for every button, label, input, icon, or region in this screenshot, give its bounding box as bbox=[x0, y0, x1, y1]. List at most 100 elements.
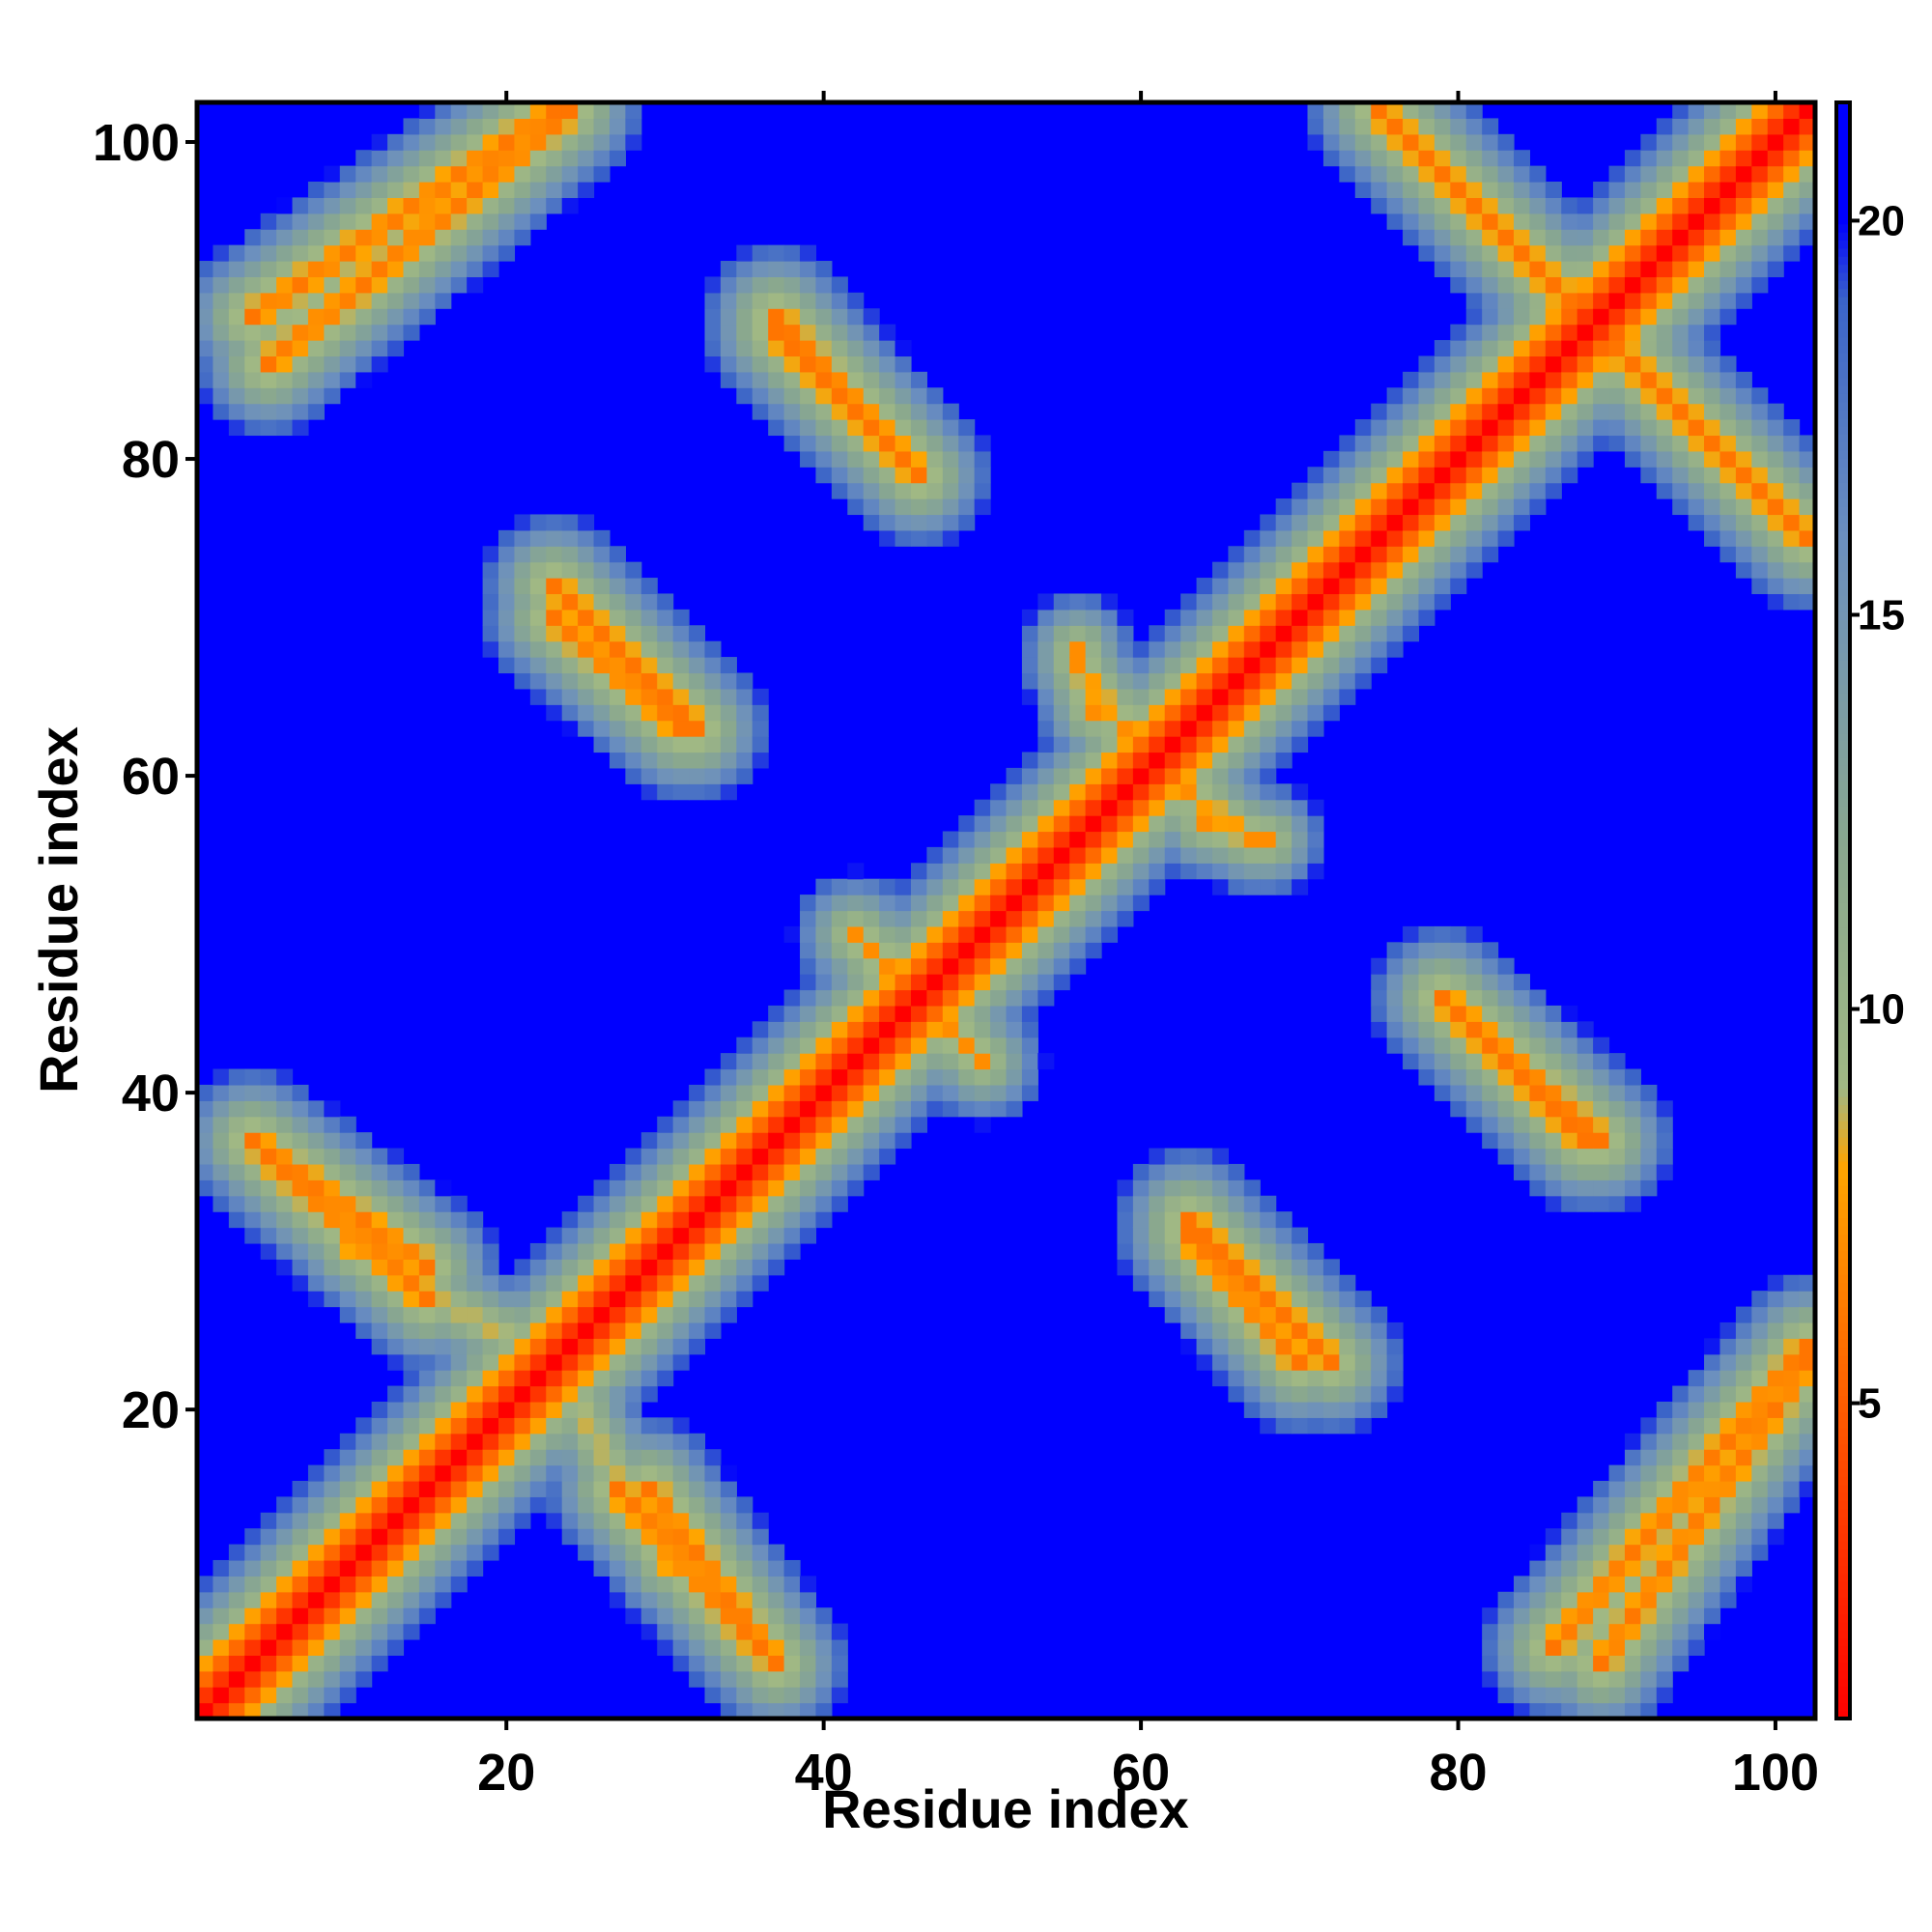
heatmap-cell bbox=[339, 1687, 356, 1704]
heatmap-cell bbox=[418, 1338, 436, 1355]
heatmap-cell bbox=[324, 1227, 341, 1244]
heatmap-cell bbox=[1101, 863, 1119, 880]
heatmap-cell bbox=[1180, 783, 1198, 801]
heatmap-cell bbox=[1529, 435, 1547, 452]
heatmap-cell bbox=[720, 292, 737, 309]
heatmap-cell bbox=[752, 371, 769, 388]
heatmap-cell bbox=[1434, 925, 1451, 943]
heatmap-cell bbox=[1196, 1353, 1213, 1371]
heatmap-cell bbox=[815, 467, 833, 484]
heatmap-cell bbox=[657, 1544, 674, 1561]
heatmap-cell bbox=[1593, 1179, 1610, 1197]
heatmap-cell bbox=[1307, 514, 1324, 531]
heatmap-cell bbox=[244, 1148, 262, 1165]
heatmap-cell bbox=[403, 324, 420, 341]
heatmap-cell bbox=[1101, 593, 1119, 611]
heatmap-cell bbox=[1751, 529, 1769, 547]
heatmap-cell bbox=[339, 165, 356, 183]
heatmap-cell bbox=[1561, 435, 1578, 452]
heatmap-cell bbox=[1403, 625, 1420, 642]
heatmap-cell bbox=[197, 340, 214, 357]
heatmap-cell bbox=[1529, 229, 1547, 246]
heatmap-cell bbox=[546, 1338, 563, 1355]
colorbar-segment bbox=[1836, 1290, 1850, 1299]
heatmap-cell bbox=[467, 1385, 484, 1403]
heatmap-cell bbox=[307, 1274, 325, 1292]
heatmap-cell bbox=[339, 1163, 356, 1180]
heatmap-cell bbox=[1117, 895, 1134, 912]
heatmap-cell bbox=[578, 561, 595, 579]
heatmap-cell bbox=[1243, 1179, 1261, 1197]
heatmap-cell bbox=[704, 1670, 722, 1688]
heatmap-cell bbox=[450, 1321, 468, 1339]
heatmap-cell bbox=[435, 182, 452, 199]
heatmap-cell bbox=[657, 1496, 674, 1514]
heatmap-cell bbox=[1545, 1116, 1562, 1133]
colorbar-segment bbox=[1836, 433, 1850, 443]
heatmap-cell bbox=[244, 1084, 262, 1101]
heatmap-cell bbox=[1767, 133, 1784, 151]
heatmap-cell bbox=[1767, 1306, 1784, 1323]
colorbar-segment bbox=[1836, 1387, 1850, 1397]
heatmap-cell bbox=[1735, 165, 1752, 183]
heatmap-cell bbox=[1037, 783, 1055, 801]
heatmap-cell bbox=[1260, 546, 1277, 563]
heatmap-cell bbox=[1386, 578, 1404, 595]
heatmap-cell bbox=[1704, 1464, 1721, 1482]
heatmap-cell bbox=[1260, 561, 1277, 579]
heatmap-cell bbox=[529, 657, 547, 674]
heatmap-cell bbox=[689, 1528, 706, 1546]
heatmap-cell bbox=[1243, 783, 1261, 801]
heatmap-cell bbox=[672, 1242, 690, 1260]
heatmap-cell bbox=[1656, 435, 1673, 452]
heatmap-cell bbox=[1640, 1116, 1658, 1133]
heatmap-cell bbox=[1354, 514, 1372, 531]
heatmap-cell bbox=[1403, 403, 1420, 420]
heatmap-cell bbox=[387, 324, 405, 341]
heatmap-cell bbox=[1196, 783, 1213, 801]
colorbar-segment bbox=[1836, 312, 1850, 322]
heatmap-cell bbox=[514, 657, 531, 674]
heatmap-cell bbox=[578, 609, 595, 626]
heatmap-cell bbox=[371, 1211, 388, 1229]
heatmap-cell bbox=[1117, 831, 1134, 848]
heatmap-cell bbox=[689, 1559, 706, 1577]
heatmap-cell bbox=[561, 150, 579, 167]
heatmap-cell bbox=[403, 1291, 420, 1308]
heatmap-cell bbox=[307, 1480, 325, 1497]
heatmap-cell bbox=[910, 1037, 927, 1054]
heatmap-cell bbox=[1307, 578, 1324, 595]
heatmap-cell bbox=[1735, 1401, 1752, 1418]
heatmap-cell bbox=[895, 355, 912, 373]
heatmap-cell bbox=[578, 1259, 595, 1276]
heatmap-cell bbox=[800, 261, 817, 278]
heatmap-cell bbox=[1482, 957, 1499, 975]
heatmap-cell bbox=[1640, 450, 1658, 468]
heatmap-cell bbox=[387, 1528, 405, 1546]
heatmap-cell bbox=[640, 688, 658, 705]
heatmap-cell bbox=[720, 1084, 737, 1101]
heatmap-cell bbox=[371, 1259, 388, 1276]
heatmap-cell bbox=[1672, 118, 1690, 135]
heatmap-cell bbox=[1640, 1638, 1658, 1656]
heatmap-cell bbox=[1434, 261, 1451, 278]
heatmap-cell bbox=[1608, 435, 1626, 452]
heatmap-cell bbox=[895, 910, 912, 927]
heatmap-cell bbox=[371, 1623, 388, 1640]
heatmap-cell bbox=[1322, 133, 1340, 151]
y-axis-title: Residue index bbox=[28, 726, 89, 1094]
heatmap-cell bbox=[1053, 895, 1070, 912]
heatmap-cell bbox=[276, 229, 294, 246]
heatmap-cell bbox=[228, 355, 245, 373]
heatmap-cell bbox=[1386, 529, 1404, 547]
heatmap-cell bbox=[1260, 767, 1277, 784]
heatmap-cell bbox=[292, 1702, 309, 1719]
heatmap-cell bbox=[942, 467, 959, 484]
heatmap-cell bbox=[244, 1638, 262, 1656]
heatmap-cell bbox=[1101, 846, 1119, 864]
heatmap-cell bbox=[307, 1687, 325, 1704]
heatmap-cell bbox=[213, 1655, 230, 1672]
heatmap-cell bbox=[561, 1211, 579, 1229]
heatmap-cell bbox=[529, 213, 547, 230]
heatmap-cell bbox=[1593, 229, 1610, 246]
